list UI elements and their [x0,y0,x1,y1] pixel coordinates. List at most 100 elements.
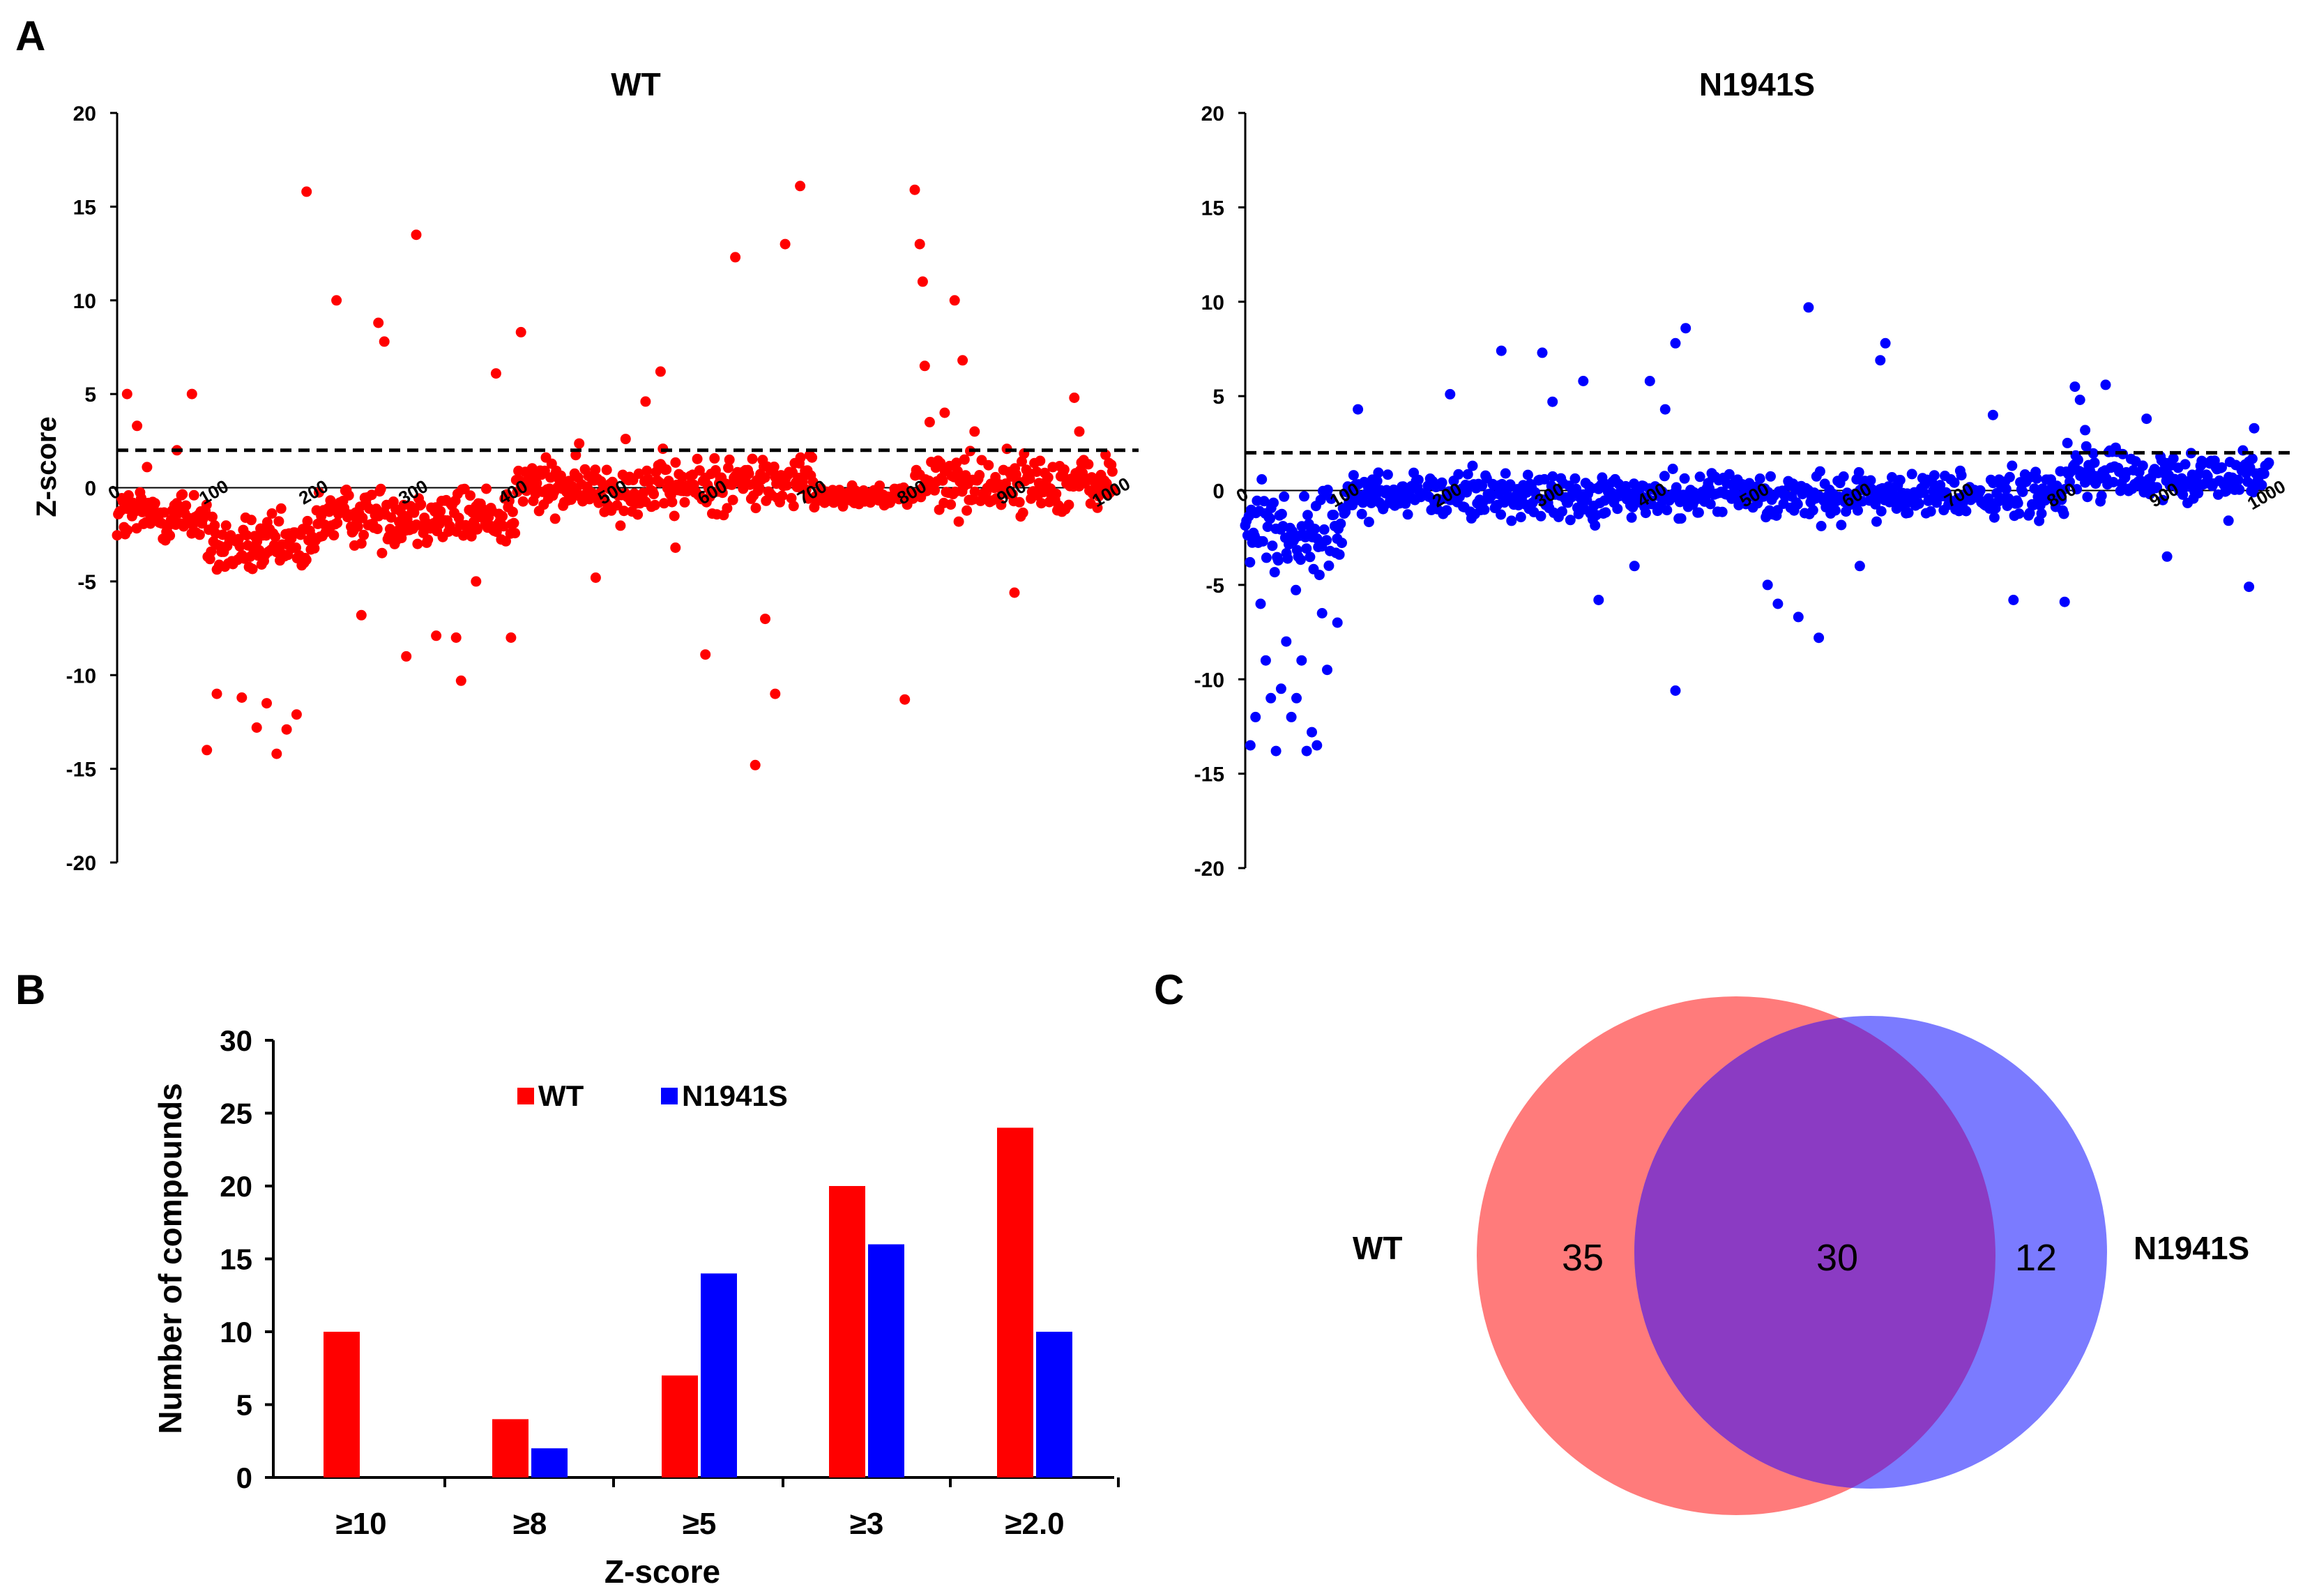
y-tick-label: 0 [84,478,96,501]
data-point [471,524,482,535]
data-point [1693,507,1704,518]
data-point [1281,636,1292,647]
y-axis-label: Z-score [31,416,62,517]
data-point [241,530,252,541]
data-point [1506,515,1517,526]
data-point [372,524,383,535]
data-point [788,501,799,512]
data-point [743,468,754,479]
data-point [1101,478,1112,489]
data-point [455,675,466,686]
data-point [2088,448,2099,459]
data-point [1058,464,1070,475]
data-point [1670,685,1681,696]
data-point [1373,467,1384,478]
data-point [1875,355,1886,366]
data-point [1282,553,1293,564]
data-point [1262,522,1273,532]
data-point [2014,508,2025,519]
data-point [411,229,422,241]
data-point [301,186,312,197]
data-point [644,476,655,487]
data-point [1286,711,1297,722]
data-point [1267,540,1278,552]
data-point [1680,323,1691,334]
data-point [1441,505,1452,516]
data-point [1323,560,1335,571]
data-point [1265,513,1275,524]
data-point [1871,516,1882,527]
data-point [1348,470,1359,481]
panel-label-c: C [1154,966,1184,1013]
bar-wt [829,1186,865,1477]
data-point [377,547,388,558]
data-point [750,503,761,514]
data-point [1301,543,1312,554]
data-point [2012,498,2023,509]
data-point [2193,487,2204,499]
data-point [526,463,538,474]
data-point [1956,470,1967,481]
data-point [2246,453,2258,464]
data-point [247,563,258,575]
data-point [953,516,964,527]
data-point [1036,498,1047,509]
bar-n1941s [531,1448,568,1477]
bar-wt [324,1332,360,1477]
data-point [1876,506,1887,517]
data-point [309,542,320,554]
data-point [1017,507,1028,518]
data-point [497,510,508,522]
data-point [181,500,192,511]
data-point [750,759,761,770]
data-point [2168,453,2179,464]
data-point [2080,425,2091,436]
data-point [570,450,581,461]
data-point [1807,505,1818,516]
data-point [515,326,526,337]
data-point [270,531,281,542]
data-point [655,366,666,377]
data-point [332,517,343,529]
data-point [481,483,492,494]
data-point [2152,482,2163,493]
data-point [2074,395,2085,405]
x-tick-label: 100 [195,476,232,509]
y-tick-label: -10 [66,664,96,687]
data-point [590,572,601,583]
data-point [1705,499,1716,510]
data-point [1069,393,1080,403]
data-point [416,499,427,510]
data-point [1593,595,1604,605]
x-tick-label: 0 [105,480,124,503]
data-point [1250,711,1261,722]
data-point [142,462,153,473]
data-point [1724,469,1735,480]
data-point [601,464,612,476]
data-point [781,480,792,491]
data-point [206,546,217,557]
data-point [1987,409,1998,420]
data-point [1328,510,1339,520]
data-point [1322,485,1333,496]
data-point [2256,480,2267,491]
data-point [929,485,940,496]
data-point [1569,473,1581,484]
data-point [1496,509,1507,520]
data-point [1670,337,1681,349]
data-point [607,476,618,487]
data-point [1445,388,1456,400]
data-point [2108,477,2119,487]
data-point [503,495,515,506]
data-point [435,506,446,517]
data-point [220,520,231,531]
data-point [1838,471,1849,482]
data-point [2249,423,2260,434]
data-point [517,496,529,507]
data-point [654,477,665,488]
data-point [1612,503,1623,515]
data-point [632,509,644,520]
data-point [1539,473,1550,485]
data-point [1051,488,1062,499]
data-point [217,529,228,540]
